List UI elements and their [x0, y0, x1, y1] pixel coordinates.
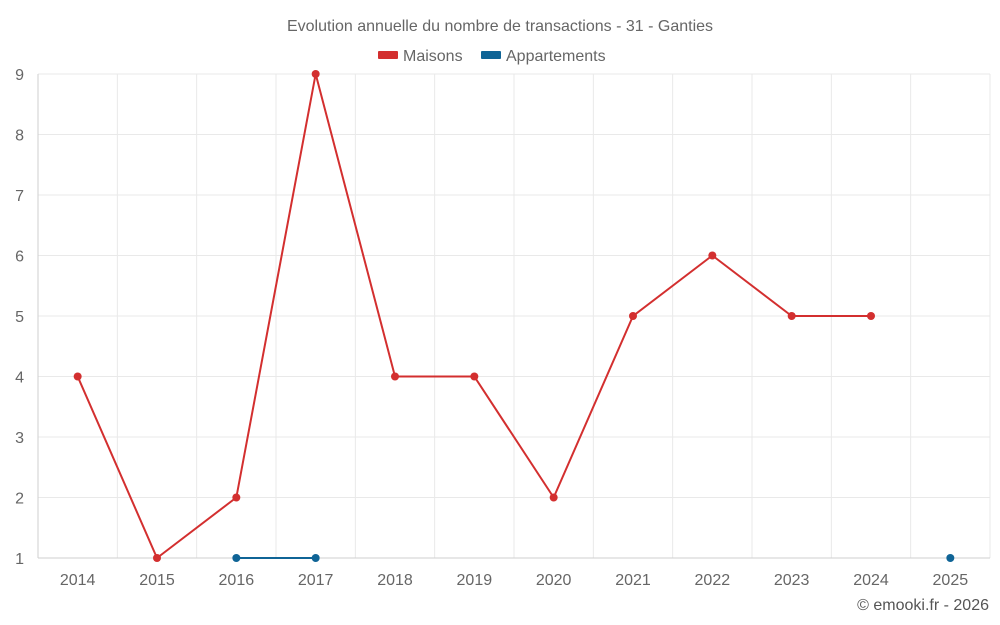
x-tick-label: 2021	[615, 572, 651, 589]
y-tick-label: 9	[15, 67, 24, 84]
x-tick-label: 2023	[774, 572, 810, 589]
x-tick-label: 2022	[695, 572, 731, 589]
x-axis-ticks: 2014 2015 2016 2017 2018 2019 2020 2021 2022 2023…	[60, 572, 968, 589]
data-point[interactable]	[470, 372, 479, 381]
legend-swatch-appartements	[481, 51, 501, 59]
y-tick-label: 8	[15, 128, 24, 145]
x-tick-label: 2014	[60, 572, 96, 589]
grid	[37, 73, 991, 559]
x-tick-label: 2016	[219, 572, 255, 589]
series-maisons	[73, 70, 875, 562]
y-tick-label: 4	[15, 370, 24, 387]
series-appartements	[232, 554, 955, 562]
legend-item-maisons[interactable]: Maisons	[378, 48, 463, 65]
y-tick-label: 7	[15, 188, 24, 205]
chart-title: Evolution annuelle du nombre de transact…	[287, 18, 713, 35]
x-tick-label: 2020	[536, 572, 572, 589]
x-tick-label: 2024	[853, 572, 889, 589]
legend-label-maisons: Maisons	[403, 48, 463, 65]
y-tick-label: 5	[15, 309, 24, 326]
data-point[interactable]	[311, 70, 320, 78]
legend-label-appartements: Appartements	[506, 48, 606, 65]
data-point[interactable]	[391, 372, 399, 381]
x-tick-label: 2019	[457, 572, 493, 589]
data-point[interactable]	[153, 554, 161, 562]
y-tick-label: 3	[15, 430, 24, 447]
data-point[interactable]	[708, 251, 717, 260]
x-tick-label: 2018	[377, 572, 413, 589]
x-tick-label: 2017	[298, 572, 334, 589]
series	[73, 70, 955, 562]
legend-swatch-maisons	[378, 51, 398, 59]
data-point[interactable]	[787, 312, 796, 320]
y-axis-ticks: 1 2 3 4 5 6 7 8 9	[15, 67, 24, 568]
y-tick-label: 6	[15, 249, 24, 266]
data-point[interactable]	[232, 493, 241, 502]
data-point[interactable]	[232, 554, 241, 562]
data-point[interactable]	[946, 554, 955, 562]
data-point[interactable]	[549, 493, 558, 502]
x-tick-label: 2015	[139, 572, 175, 589]
data-point[interactable]	[629, 312, 637, 320]
data-point[interactable]	[73, 372, 82, 381]
data-point[interactable]	[311, 554, 320, 562]
y-tick-label: 1	[15, 551, 24, 568]
x-tick-label: 2025	[933, 572, 969, 589]
data-point[interactable]	[867, 312, 875, 320]
legend: Maisons Appartements	[378, 48, 606, 65]
legend-item-appartements[interactable]: Appartements	[481, 48, 606, 65]
y-tick-label: 2	[15, 491, 24, 508]
credit-text: © emooki.fr - 2026	[857, 597, 989, 614]
